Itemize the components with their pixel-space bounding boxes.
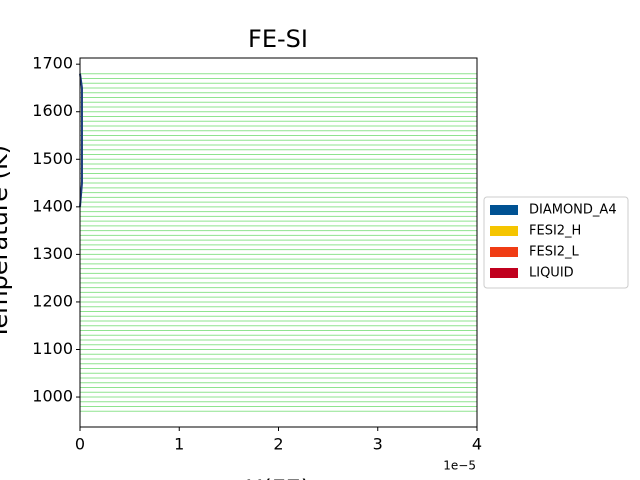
y-tick-label: 1700 (32, 54, 73, 73)
chart-title: FE-SI (248, 25, 308, 53)
y-axis-label: Temperature (K) (0, 145, 13, 340)
x-tick-label: 1 (174, 435, 184, 454)
y-tick-label: 1200 (32, 291, 73, 310)
legend-swatch (490, 247, 518, 257)
x-offset-label: 1e−5 (443, 459, 476, 473)
y-tick-label: 1100 (32, 339, 73, 358)
legend-label: LIQUID (529, 266, 574, 281)
y-tick-label: 1500 (32, 149, 73, 168)
legend-swatch (490, 205, 518, 215)
legend-swatch (490, 268, 518, 278)
legend-box (483, 196, 629, 289)
phase-boundary (79, 73, 83, 207)
legend-label: DIAMOND_A4 (529, 203, 617, 218)
y-tick-label: 1600 (32, 101, 73, 120)
legend-label: FESI2_L (529, 245, 580, 260)
x-tick-label: 3 (373, 435, 383, 454)
x-tick-label: 4 (472, 435, 482, 454)
x-axis-label: X(FE) (246, 475, 310, 480)
x-tick-label: 2 (273, 435, 283, 454)
y-tick-label: 1000 (32, 387, 73, 406)
plot-frame (79, 57, 478, 428)
legend-label: FESI2_H (529, 224, 581, 239)
x-tick-label: 0 (75, 435, 85, 454)
y-tick-label: 1300 (32, 244, 73, 263)
y-tick-label: 1400 (32, 196, 73, 215)
legend-swatch (490, 226, 518, 236)
